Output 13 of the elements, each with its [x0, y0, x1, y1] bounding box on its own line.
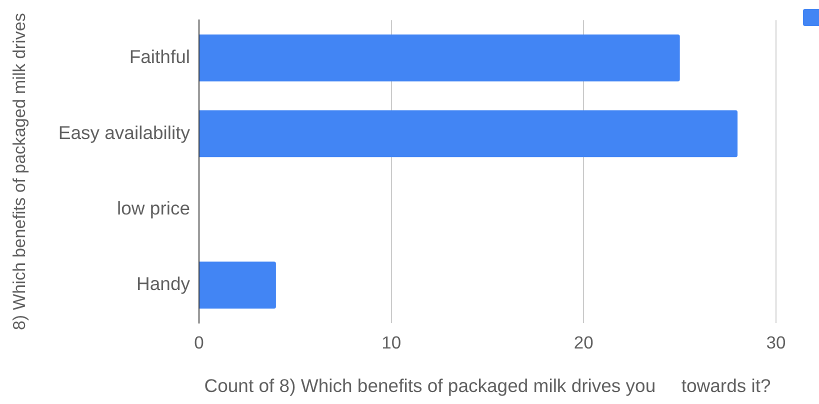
- bar: [200, 110, 738, 158]
- y-tick-label: Handy: [136, 273, 191, 294]
- bar: [200, 262, 276, 309]
- y-tick-label: low price: [117, 198, 190, 219]
- x-tick-label: 30: [766, 332, 786, 352]
- y-tick-label: Faithful: [129, 46, 190, 68]
- x-axis-title: Count of 8) Which benefits of packaged milk drives you towards it?: [204, 374, 771, 396]
- x-tick-label: 10: [382, 332, 402, 352]
- bar: [200, 34, 680, 82]
- x-tick-label: 20: [574, 332, 594, 352]
- x-tick-label: 0: [194, 332, 204, 352]
- y-axis-title: 8) Which benefits of packaged milk drives: [9, 12, 30, 330]
- y-tick-label: Easy availability: [58, 122, 191, 143]
